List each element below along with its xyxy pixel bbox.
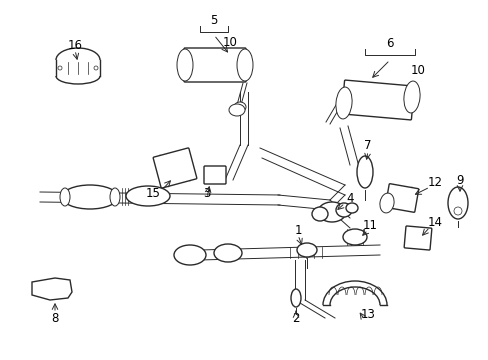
Polygon shape: [32, 278, 72, 300]
Ellipse shape: [447, 187, 467, 219]
Ellipse shape: [296, 243, 316, 257]
Text: 16: 16: [67, 39, 82, 51]
Ellipse shape: [379, 193, 393, 213]
Ellipse shape: [177, 49, 193, 81]
Text: 2: 2: [292, 311, 299, 324]
Text: 6: 6: [386, 36, 393, 50]
Ellipse shape: [110, 188, 120, 206]
FancyBboxPatch shape: [341, 80, 413, 120]
Text: 1: 1: [294, 224, 301, 237]
Text: 7: 7: [364, 139, 371, 152]
Text: 10: 10: [222, 36, 237, 49]
Ellipse shape: [60, 188, 70, 206]
FancyBboxPatch shape: [404, 226, 431, 250]
Text: 13: 13: [360, 309, 375, 321]
Ellipse shape: [335, 203, 351, 217]
Text: 9: 9: [455, 174, 463, 186]
Ellipse shape: [342, 229, 366, 245]
FancyBboxPatch shape: [203, 166, 225, 184]
Ellipse shape: [62, 185, 118, 209]
Ellipse shape: [356, 156, 372, 188]
FancyBboxPatch shape: [183, 48, 245, 82]
Text: 12: 12: [427, 176, 442, 189]
Ellipse shape: [58, 66, 62, 70]
Ellipse shape: [311, 207, 327, 221]
Ellipse shape: [237, 49, 252, 81]
Ellipse shape: [214, 244, 242, 262]
Text: 14: 14: [427, 216, 442, 229]
Ellipse shape: [174, 245, 205, 265]
Ellipse shape: [335, 87, 351, 119]
FancyBboxPatch shape: [153, 148, 196, 188]
Ellipse shape: [290, 289, 301, 307]
Text: 10: 10: [410, 63, 425, 77]
Ellipse shape: [228, 104, 244, 116]
Text: 11: 11: [362, 219, 377, 231]
Ellipse shape: [234, 102, 245, 112]
FancyBboxPatch shape: [385, 184, 418, 212]
Ellipse shape: [317, 202, 346, 222]
Text: 15: 15: [145, 186, 160, 199]
Text: 3: 3: [203, 186, 210, 199]
Ellipse shape: [403, 81, 419, 113]
Text: 4: 4: [346, 192, 353, 204]
Text: 8: 8: [51, 311, 59, 324]
Ellipse shape: [94, 66, 98, 70]
Text: 5: 5: [210, 14, 217, 27]
Ellipse shape: [346, 203, 357, 213]
Ellipse shape: [126, 186, 170, 206]
Ellipse shape: [453, 207, 461, 215]
